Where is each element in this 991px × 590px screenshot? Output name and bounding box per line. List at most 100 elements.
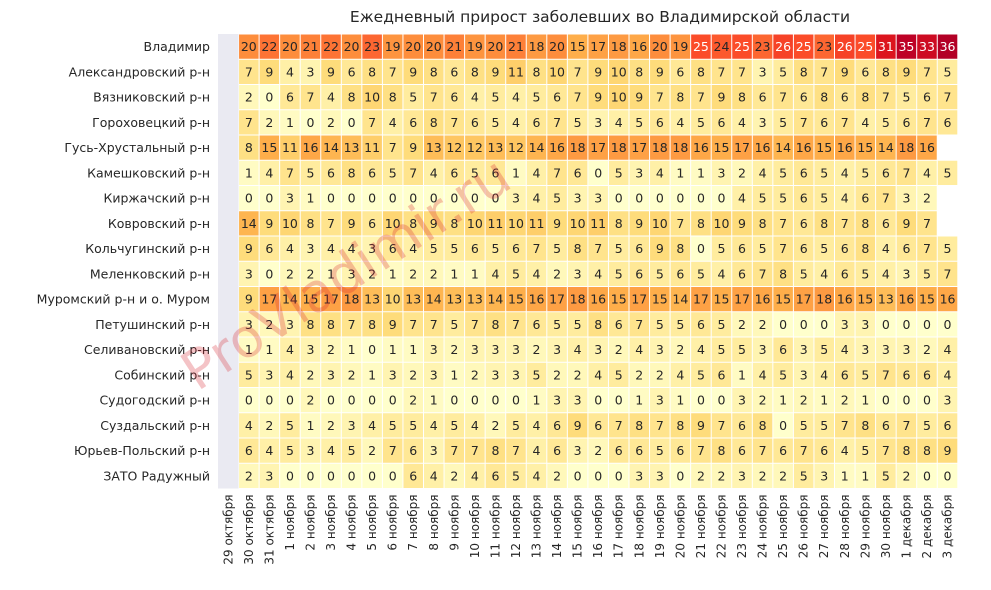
cell-value-label: 8: [471, 64, 479, 79]
row-label: Меленковский р-н: [90, 266, 210, 281]
cell-value-label: 2: [759, 468, 767, 483]
heatmap-cell: [588, 261, 608, 286]
heatmap-cell: [567, 261, 588, 286]
cell-value-label: 6: [800, 90, 808, 105]
heatmap-cell: [341, 186, 362, 211]
heatmap-cell: [465, 463, 485, 488]
heatmap-cell: [711, 59, 732, 84]
heatmap-cell: [588, 362, 608, 387]
cell-value-label: 4: [533, 443, 541, 458]
cell-value-label: 4: [923, 165, 931, 180]
heatmap-cell: [526, 34, 547, 59]
heatmap-cell: [506, 413, 526, 438]
heatmap-cell: [670, 135, 691, 160]
cell-value-label: 11: [487, 216, 503, 231]
heatmap-cell: [814, 337, 834, 362]
heatmap-cell: [362, 463, 382, 488]
cell-value-label: 3: [594, 191, 602, 206]
heatmap-cell: [506, 236, 526, 261]
heatmap-cell: [793, 463, 814, 488]
heatmap-cell: [876, 135, 896, 160]
heatmap-cell: [691, 362, 711, 387]
heatmap-cell: [855, 59, 876, 84]
column-tick-label: 24 ноября: [756, 495, 770, 559]
heatmap-cell: [567, 34, 588, 59]
heatmap-cell: [937, 463, 958, 488]
cell-value-label: 0: [717, 393, 725, 408]
cell-value-label: 5: [944, 241, 952, 256]
heatmap-cell: [670, 85, 691, 110]
cell-value-label: 19: [467, 39, 483, 54]
heatmap-cell: [732, 362, 752, 387]
cell-value-label: 3: [430, 342, 438, 357]
heatmap-cell: [444, 59, 465, 84]
heatmap-cell: [937, 362, 958, 387]
heatmap-cell: [773, 388, 793, 413]
heatmap-cell: [608, 236, 629, 261]
heatmap-cell: [526, 110, 547, 135]
cell-value-label: 0: [594, 393, 602, 408]
heatmap-cell: [773, 438, 793, 463]
cell-value-label: 4: [389, 115, 397, 130]
cell-value-label: 7: [882, 90, 890, 105]
cell-value-label: 9: [594, 64, 602, 79]
heatmap-cell: [691, 186, 711, 211]
cell-value-label: 2: [841, 393, 849, 408]
heatmap-cell: [650, 388, 670, 413]
cell-value-label: 2: [779, 468, 787, 483]
cell-value-label: 7: [512, 443, 520, 458]
cell-value-label: 2: [265, 317, 273, 332]
cell-value-label: 2: [656, 367, 664, 382]
heatmap-cell: [773, 362, 793, 387]
heatmap-cell: [773, 261, 793, 286]
cell-value-label: 1: [430, 393, 438, 408]
heatmap-cell: [629, 236, 650, 261]
cell-value-label: 5: [389, 165, 397, 180]
heatmap-cell: [732, 337, 752, 362]
cell-value-label: 18: [816, 292, 832, 307]
heatmap-cell: [485, 413, 506, 438]
row-label: Петушинский р-н: [95, 317, 210, 332]
heatmap-cell: [773, 110, 793, 135]
column-tick-label: 6 ноября: [386, 495, 400, 551]
heatmap-cell: [300, 236, 321, 261]
cell-value-label: 26: [775, 39, 791, 54]
heatmap-cell: [485, 160, 506, 185]
heatmap-cell: [382, 337, 403, 362]
cell-value-label: 8: [676, 418, 684, 433]
cell-value-label: 6: [923, 367, 931, 382]
cell-value-label: 7: [512, 317, 520, 332]
cell-value-label: 0: [265, 90, 273, 105]
cell-value-label: 7: [635, 317, 643, 332]
column-tick-label: 23 ноября: [735, 495, 749, 559]
heatmap-cell: [896, 135, 917, 160]
cell-value-label: 6: [389, 241, 397, 256]
heatmap-cell: [608, 312, 629, 337]
heatmap-cell: [382, 261, 403, 286]
heatmap-cell: [896, 236, 917, 261]
heatmap-cell: [382, 236, 403, 261]
heatmap-cell: [567, 413, 588, 438]
cell-value-label: 0: [348, 191, 356, 206]
cell-value-label: 17: [631, 140, 647, 155]
heatmap-cell: [547, 463, 567, 488]
heatmap-cell: [588, 413, 608, 438]
heatmap-cell: [567, 362, 588, 387]
heatmap-cell: [835, 211, 855, 236]
heatmap-cell: [773, 413, 793, 438]
heatmap-cell: [835, 34, 855, 59]
cell-value-label: 13: [487, 140, 503, 155]
heatmap-cell: [650, 211, 670, 236]
cell-value-label: 5: [717, 317, 725, 332]
cell-value-label: 20: [405, 39, 421, 54]
cell-value-label: 25: [796, 39, 812, 54]
heatmap-cell: [937, 413, 958, 438]
heatmap-cell: [444, 438, 465, 463]
heatmap-cell: [239, 85, 259, 110]
heatmap-cell: [711, 287, 732, 312]
cell-value-label: 1: [348, 342, 356, 357]
cell-value-label: 7: [389, 443, 397, 458]
heatmap-cell: [362, 362, 382, 387]
cell-value-label: 2: [327, 115, 335, 130]
